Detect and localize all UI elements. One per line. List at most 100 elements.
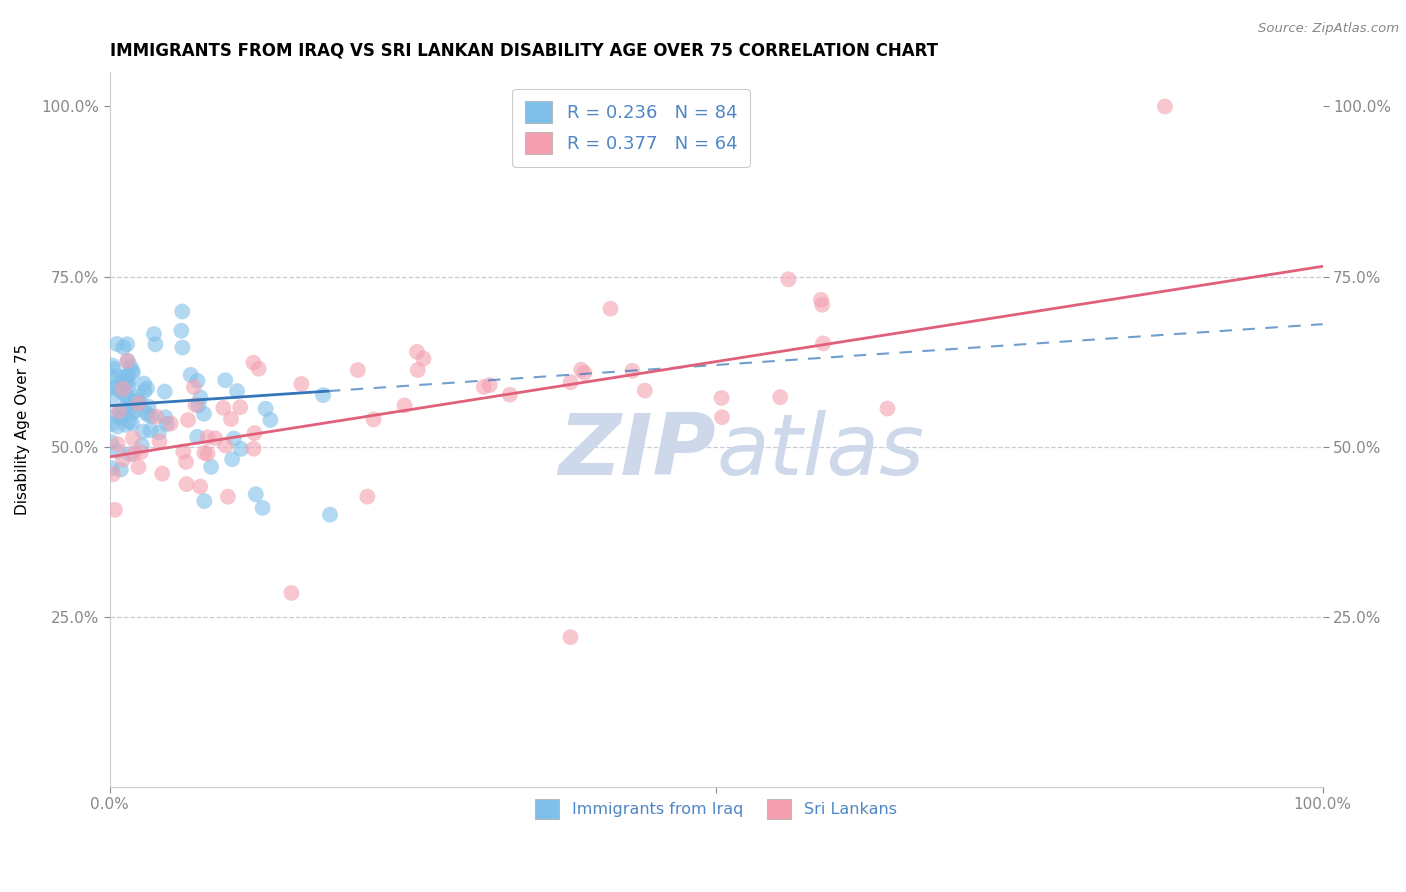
Point	[172, 304, 194, 318]
Point	[117, 392, 139, 407]
Point	[810, 293, 832, 307]
Point	[131, 438, 153, 452]
Point	[193, 494, 215, 508]
Point	[100, 435, 122, 450]
Point	[254, 401, 277, 416]
Point	[217, 490, 239, 504]
Point	[121, 364, 143, 378]
Point	[634, 384, 657, 398]
Point	[121, 406, 143, 420]
Point	[356, 490, 378, 504]
Point	[122, 447, 145, 461]
Point	[148, 434, 170, 449]
Point	[172, 341, 194, 355]
Point	[132, 425, 155, 439]
Point	[188, 479, 211, 493]
Point	[115, 354, 138, 368]
Point	[1154, 99, 1177, 113]
Point	[226, 384, 249, 399]
Point	[120, 401, 142, 415]
Point	[112, 387, 135, 401]
Point	[136, 408, 159, 422]
Point	[108, 404, 131, 418]
Point	[112, 401, 135, 415]
Point	[778, 272, 800, 286]
Point	[108, 383, 131, 397]
Point	[569, 362, 592, 376]
Point	[876, 401, 898, 416]
Point	[252, 500, 274, 515]
Point	[124, 403, 146, 417]
Point	[290, 376, 312, 391]
Point	[197, 430, 219, 444]
Point	[104, 502, 127, 516]
Point	[229, 442, 252, 456]
Point	[172, 444, 194, 458]
Point	[183, 380, 205, 394]
Point	[107, 444, 129, 458]
Point	[170, 324, 193, 338]
Point	[811, 298, 834, 312]
Point	[177, 413, 200, 427]
Point	[478, 378, 501, 392]
Point	[110, 411, 132, 425]
Point	[148, 425, 170, 440]
Point	[197, 446, 219, 460]
Point	[176, 477, 198, 491]
Point	[117, 368, 139, 383]
Point	[621, 364, 644, 378]
Point	[186, 374, 208, 388]
Point	[150, 467, 173, 481]
Point	[204, 431, 226, 445]
Point	[103, 362, 125, 376]
Point	[186, 430, 208, 444]
Point	[110, 462, 132, 476]
Point	[406, 344, 429, 359]
Point	[120, 359, 142, 374]
Point	[156, 417, 179, 431]
Point	[811, 336, 834, 351]
Point	[128, 460, 150, 475]
Point	[101, 467, 124, 482]
Point	[412, 351, 434, 366]
Text: ZIP: ZIP	[558, 409, 716, 492]
Point	[129, 395, 152, 409]
Point	[219, 412, 242, 426]
Point	[142, 326, 165, 341]
Point	[145, 337, 167, 351]
Point	[114, 376, 136, 390]
Point	[159, 417, 181, 431]
Point	[406, 363, 429, 377]
Point	[242, 356, 264, 370]
Point	[136, 381, 159, 395]
Point	[245, 487, 267, 501]
Point	[193, 446, 215, 460]
Point	[122, 431, 145, 445]
Point	[711, 410, 734, 425]
Point	[112, 340, 135, 354]
Point	[193, 407, 215, 421]
Point	[221, 452, 243, 467]
Point	[312, 388, 335, 402]
Point	[394, 399, 416, 413]
Point	[560, 375, 582, 389]
Point	[135, 405, 157, 419]
Point	[100, 369, 122, 384]
Point	[319, 508, 342, 522]
Point	[346, 363, 368, 377]
Text: atlas: atlas	[716, 409, 924, 492]
Point	[118, 379, 141, 393]
Point	[190, 391, 212, 405]
Point	[499, 388, 522, 402]
Y-axis label: Disability Age Over 75: Disability Age Over 75	[15, 344, 30, 516]
Point	[105, 379, 128, 393]
Point	[121, 416, 143, 430]
Point	[222, 432, 245, 446]
Point	[122, 366, 145, 380]
Text: Source: ZipAtlas.com: Source: ZipAtlas.com	[1258, 22, 1399, 36]
Point	[101, 391, 124, 405]
Point	[599, 301, 621, 316]
Point	[115, 389, 138, 403]
Point	[114, 417, 136, 432]
Point	[122, 395, 145, 409]
